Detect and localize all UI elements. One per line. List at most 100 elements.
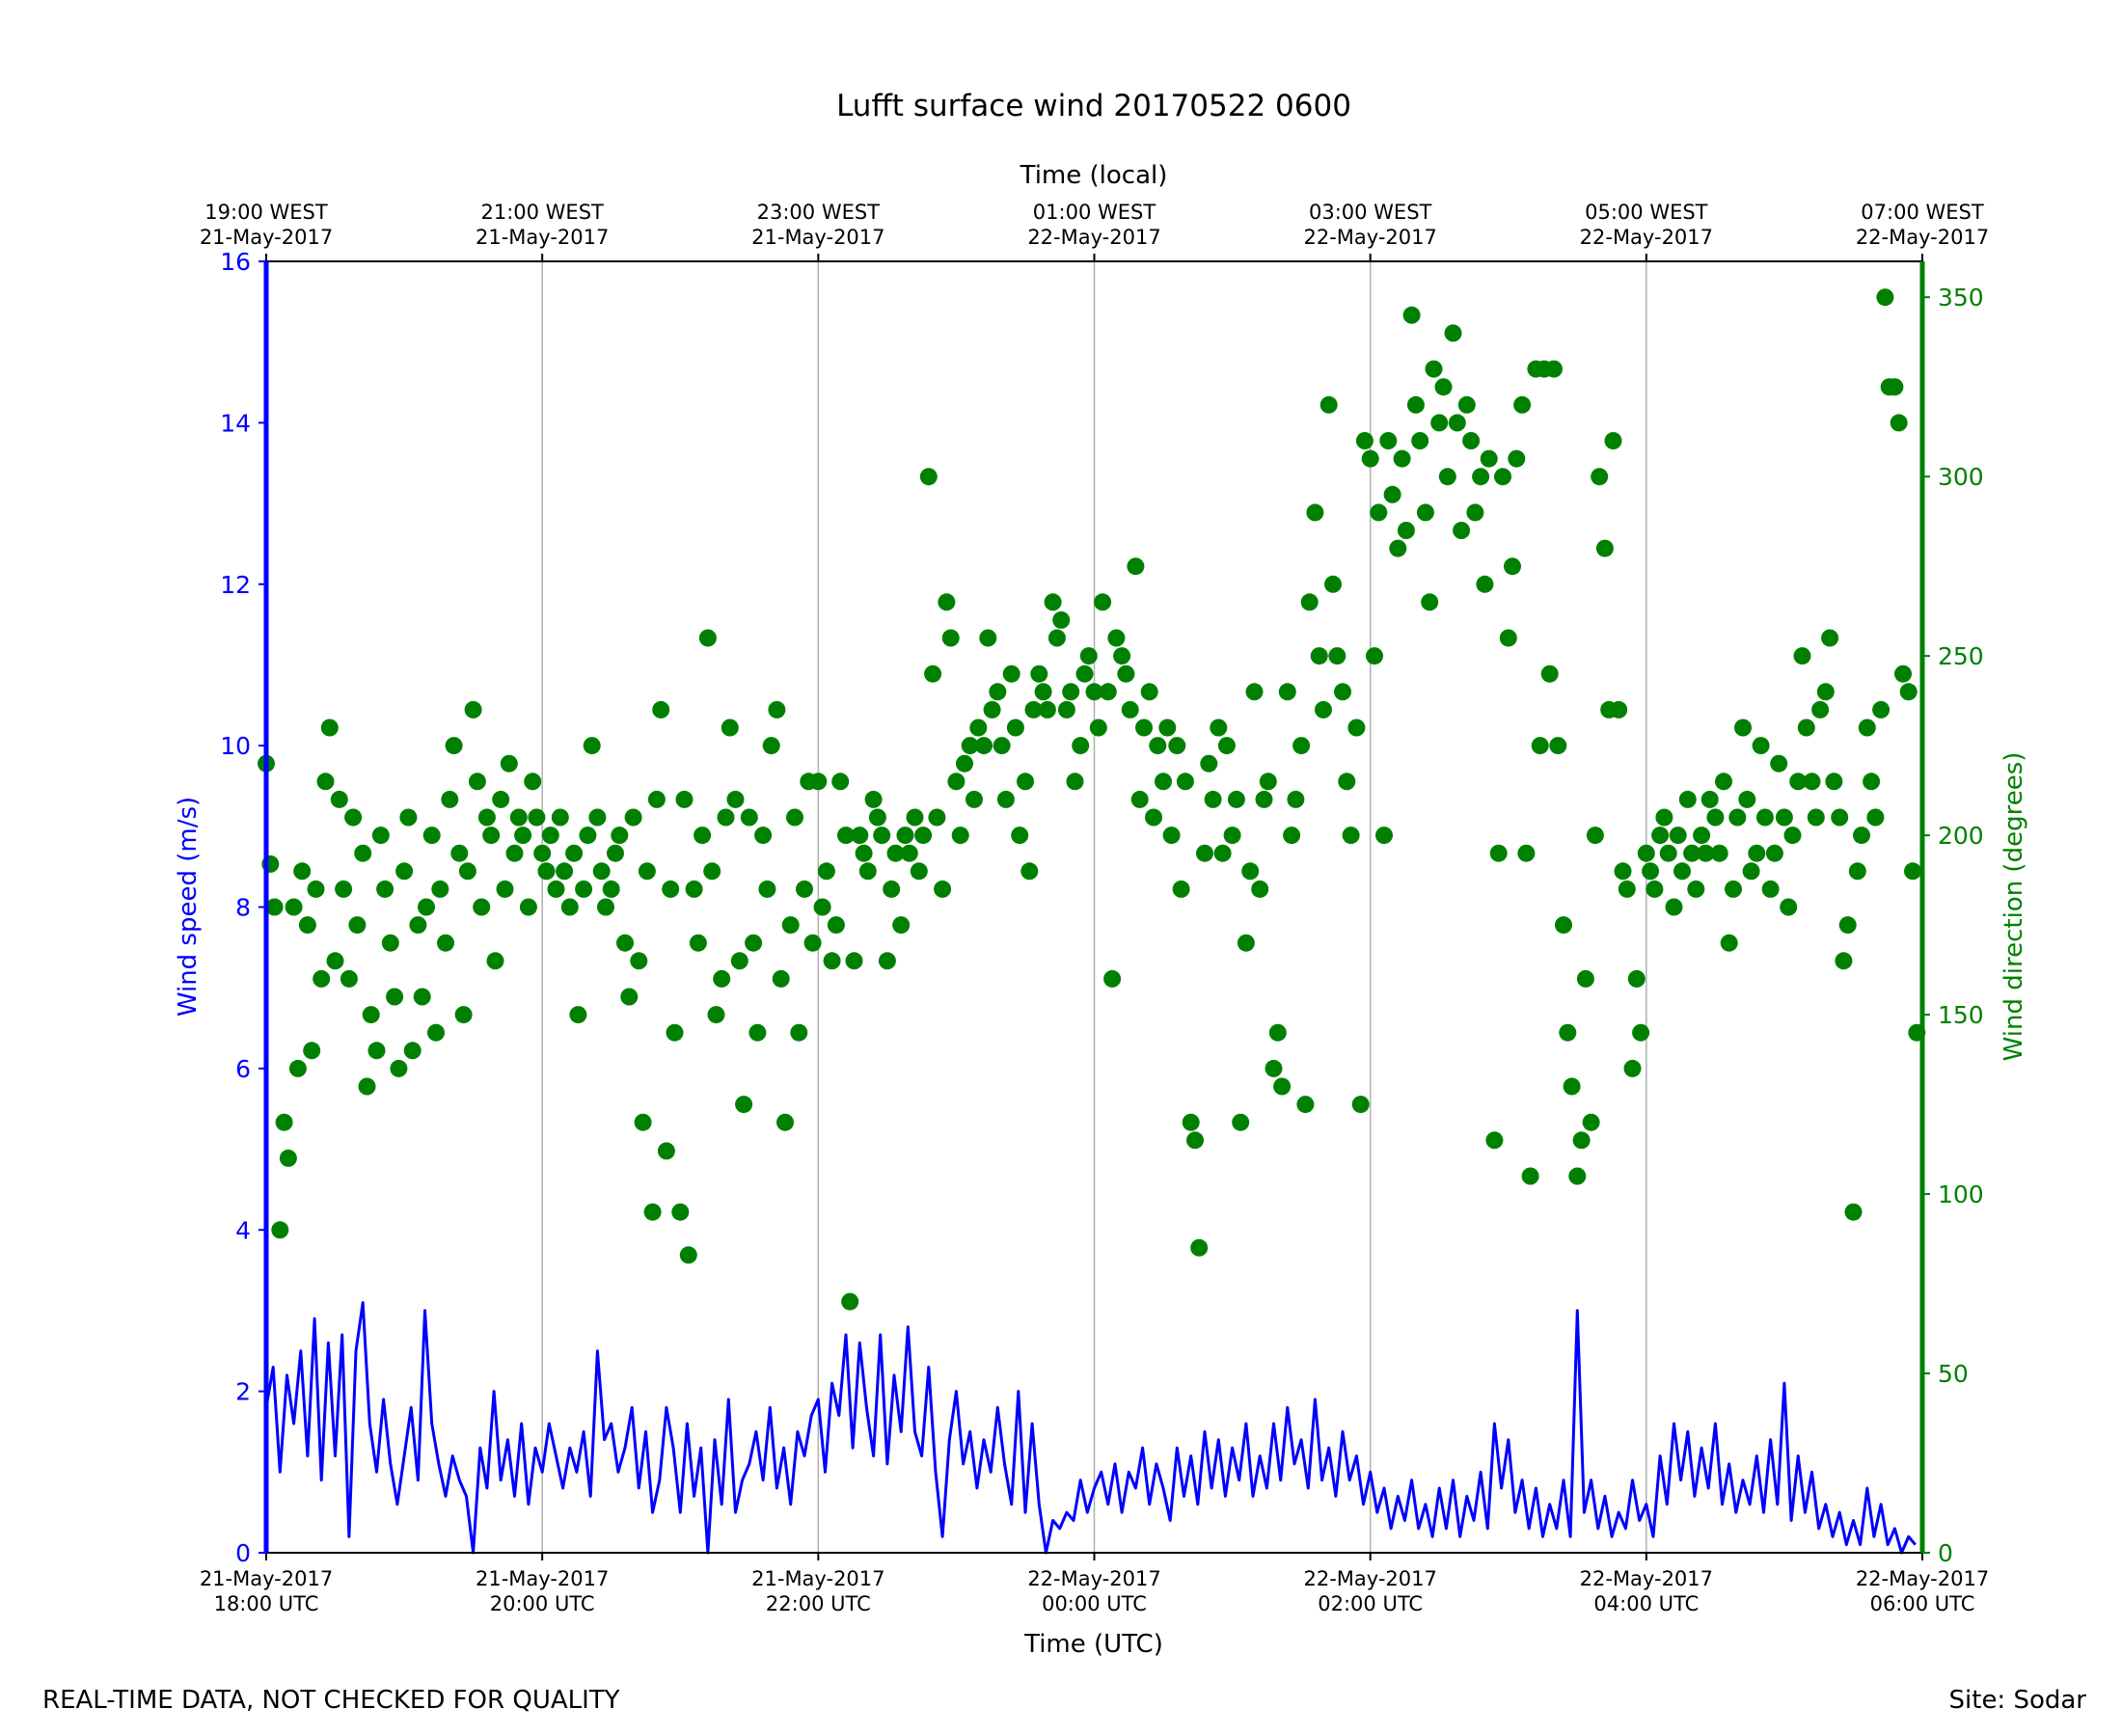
wind-direction-point — [1807, 808, 1825, 827]
wind-direction-point — [1127, 557, 1145, 576]
wind-direction-point — [1448, 414, 1466, 432]
wind-direction-point — [1315, 700, 1332, 719]
wind-direction-point — [569, 1006, 587, 1024]
wind-direction-point — [1494, 468, 1511, 486]
wind-direction-point — [634, 1113, 652, 1131]
wind-direction-point — [1673, 862, 1691, 881]
wind-direction-point — [768, 700, 786, 719]
wind-direction-point — [1241, 862, 1260, 881]
wind-direction-point — [1848, 862, 1866, 881]
wind-direction-point — [790, 1023, 808, 1042]
wind-direction-point — [1531, 737, 1549, 755]
wind-direction-point — [1811, 700, 1830, 719]
wind-direction-point — [560, 898, 579, 916]
wind-direction-point — [796, 880, 813, 898]
wind-direction-point — [500, 754, 518, 773]
wind-direction-point — [1591, 468, 1609, 486]
right-tick-label: 350 — [1938, 284, 1984, 312]
wind-direction-point — [1742, 862, 1760, 881]
wind-direction-point — [1894, 665, 1912, 683]
wind-direction-point — [1200, 754, 1218, 773]
wind-direction-point — [427, 1023, 445, 1042]
wind-direction-point — [772, 969, 790, 988]
wind-direction-point — [579, 827, 597, 845]
wind-direction-point — [726, 790, 745, 808]
wind-direction-point — [1017, 773, 1034, 791]
wind-direction-point — [698, 629, 717, 647]
wind-direction-point — [348, 916, 367, 935]
top-tick-label-time: 01:00 WEST — [1033, 201, 1156, 224]
wind-direction-point — [1052, 610, 1071, 629]
wind-direction-point — [265, 898, 284, 916]
wind-direction-point — [514, 827, 532, 845]
wind-direction-point — [1130, 790, 1149, 808]
wind-direction-point — [1255, 790, 1273, 808]
bottom-tick-label-time: 06:00 UTC — [1870, 1592, 1975, 1615]
wind-direction-point — [1886, 378, 1904, 396]
wind-direction-point — [1793, 647, 1811, 665]
wind-direction-point — [403, 1042, 422, 1060]
bottom-tick-label-date: 22-May-2017 — [1303, 1567, 1436, 1590]
wind-direction-point — [1540, 665, 1559, 683]
wind-direction-point — [1508, 449, 1526, 468]
wind-direction-point — [817, 862, 835, 881]
wind-direction-point — [354, 844, 372, 862]
wind-direction-point — [376, 880, 394, 898]
wind-direction-point — [1094, 593, 1112, 611]
wind-direction-point — [928, 808, 946, 827]
left-tick-label: 2 — [235, 1378, 251, 1406]
wind-direction-point — [781, 916, 800, 935]
wind-direction-point — [748, 1023, 767, 1042]
bottom-tick-label-time: 18:00 UTC — [214, 1592, 319, 1615]
wind-direction-point — [1251, 880, 1269, 898]
wind-direction-point — [1155, 773, 1172, 791]
wind-direction-point — [809, 773, 828, 791]
right-tick-label: 200 — [1938, 822, 1984, 850]
wind-direction-point — [1728, 808, 1747, 827]
wind-direction-point — [1559, 1023, 1577, 1042]
wind-direction-point — [996, 790, 1015, 808]
wind-direction-point — [1434, 378, 1453, 396]
wind-direction-point — [1038, 700, 1056, 719]
left-tick-label: 16 — [220, 248, 251, 276]
wind-direction-point — [662, 880, 680, 898]
wind-direction-point — [1783, 827, 1802, 845]
wind-direction-point — [482, 827, 501, 845]
bottom-tick-label-time: 22:00 UTC — [766, 1592, 871, 1615]
wind-direction-point — [1789, 773, 1808, 791]
wind-direction-point — [1406, 395, 1425, 414]
wind-direction-point — [1627, 969, 1646, 988]
top-axis-label: Time (local) — [1020, 161, 1168, 190]
wind-direction-point — [1720, 934, 1738, 952]
wind-direction-point — [989, 683, 1007, 701]
wind-direction-point — [330, 790, 348, 808]
wind-direction-point — [823, 952, 841, 970]
wind-direction-point — [326, 952, 344, 970]
wind-direction-point — [1268, 1023, 1287, 1042]
bottom-tick-label-date: 22-May-2017 — [1580, 1567, 1713, 1590]
wind-direction-point — [1351, 1096, 1370, 1114]
wind-direction-point — [966, 790, 983, 808]
wind-direction-point — [754, 827, 773, 845]
bottom-tick-label-date: 21-May-2017 — [751, 1567, 884, 1590]
wind-direction-point — [675, 790, 694, 808]
quality-disclaimer: REAL-TIME DATA, NOT CHECKED FOR QUALITY — [42, 1686, 620, 1715]
left-tick-label: 6 — [235, 1055, 251, 1083]
wind-direction-point — [969, 719, 988, 737]
wind-direction-point — [740, 808, 758, 827]
wind-direction-point — [441, 790, 459, 808]
wind-direction-point — [1006, 719, 1024, 737]
wind-direction-point — [1334, 683, 1351, 701]
wind-direction-point — [1072, 737, 1090, 755]
wind-direction-point — [1738, 790, 1756, 808]
top-tick-label-time: 21:00 WEST — [480, 201, 604, 224]
wind-direction-point — [762, 737, 780, 755]
wind-direction-point — [1453, 522, 1471, 539]
wind-direction-point — [1020, 862, 1039, 881]
wind-direction-point — [362, 1006, 380, 1024]
wind-direction-point — [1838, 916, 1857, 935]
wind-direction-point — [602, 880, 620, 898]
wind-direction-point — [657, 1142, 675, 1160]
wind-direction-point — [1361, 449, 1379, 468]
